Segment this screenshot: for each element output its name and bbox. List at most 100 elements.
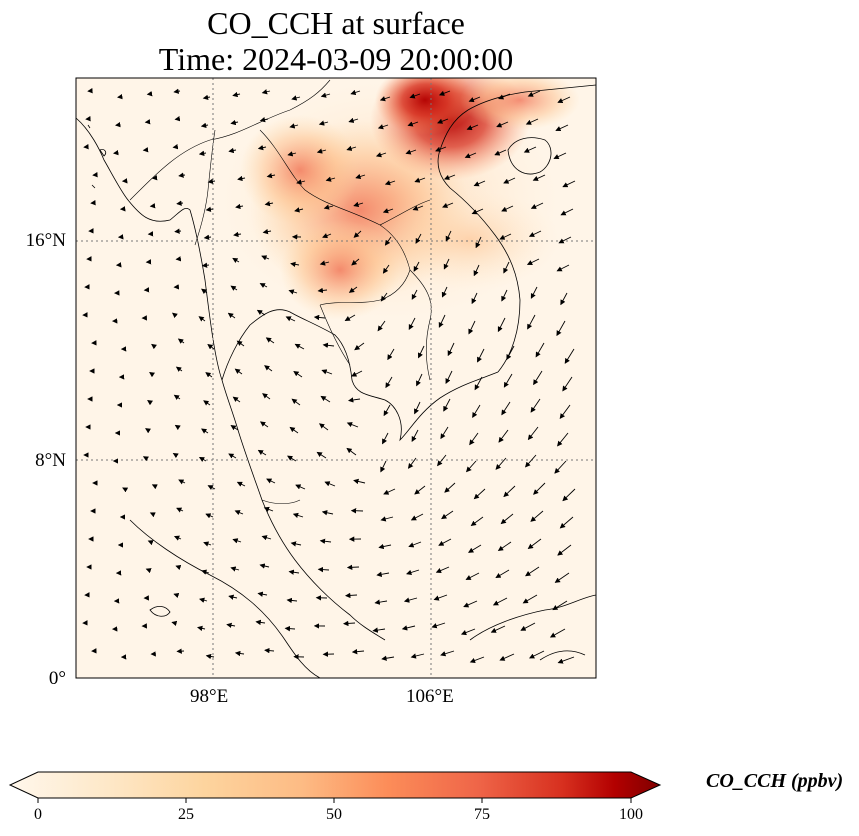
wind-arrow (440, 650, 455, 657)
wind-arrow (444, 482, 456, 493)
wind-arrow (324, 481, 336, 487)
wind-arrow (147, 399, 154, 406)
wind-arrow (417, 345, 425, 359)
wind-arrow (557, 432, 569, 447)
wind-arrow (470, 516, 484, 527)
wind-arrow (200, 122, 209, 129)
wind-arrow (259, 421, 269, 428)
wind-arrow (431, 622, 446, 629)
wind-arrow (263, 506, 274, 512)
wind-arrow (495, 569, 510, 579)
wind-arrow (345, 592, 358, 599)
wind-arrow (237, 175, 246, 182)
wind-arrow (474, 376, 483, 391)
wind-arrow (230, 425, 239, 431)
wind-arrow (264, 647, 275, 654)
wind-arrow (376, 571, 390, 577)
wind-arrow (171, 312, 178, 319)
wind-arrow (533, 482, 546, 495)
wind-arrow (499, 233, 512, 240)
wind-arrow (291, 95, 301, 101)
wind-arrow (496, 121, 509, 128)
wind-arrow (530, 286, 538, 299)
wind-arrow (317, 566, 330, 573)
wind-arrow (151, 484, 158, 490)
wind-arrow (520, 622, 536, 631)
wind-arrow (385, 376, 393, 389)
wind-arrow (207, 178, 216, 185)
wind-arrow (535, 342, 545, 358)
wind-arrow (255, 619, 266, 626)
wind-arrow (522, 594, 538, 604)
wind-arrow (528, 650, 545, 659)
wind-arrow (176, 200, 184, 206)
wind-arrow (317, 287, 328, 294)
wind-arrow (201, 428, 209, 434)
wind-arrow (382, 208, 394, 214)
wind-arrow (319, 260, 330, 266)
wind-arrow (440, 426, 449, 440)
wind-arrow (355, 173, 366, 180)
wind-arrow (202, 94, 211, 101)
wind-arrow (197, 625, 206, 632)
wind-arrow (265, 337, 275, 344)
wind-arrow (348, 286, 358, 293)
wind-arrow (555, 124, 569, 132)
wind-arrow (322, 233, 332, 239)
wind-arrow (473, 180, 486, 187)
wind-arrow (384, 236, 392, 246)
wind-arrow (232, 91, 241, 98)
wind-arrow (290, 261, 300, 268)
wind-arrow (380, 292, 388, 302)
wind-arrow (291, 398, 301, 406)
wind-arrow (473, 488, 486, 500)
wind-arrow (203, 541, 212, 547)
wind-arrow (266, 478, 276, 484)
wind-arrow (530, 510, 544, 522)
wind-arrow (318, 120, 329, 126)
wind-arrow (264, 200, 274, 207)
wind-arrow (435, 146, 447, 152)
wind-arrow (527, 538, 542, 550)
wind-arrow (318, 423, 329, 431)
wind-arrow (383, 488, 396, 495)
wind-arrow (562, 180, 576, 188)
wind-arrow (557, 96, 571, 103)
wind-arrow (151, 343, 158, 350)
wind-arrow (203, 400, 211, 406)
wind-arrow (381, 655, 395, 661)
colorbar-tick-50: 50 (326, 806, 342, 823)
wind-arrow (382, 264, 390, 274)
wind-arrow (256, 309, 266, 316)
wind-arrow (257, 144, 267, 151)
wind-arrow (466, 124, 479, 131)
wind-arrow (346, 447, 357, 456)
wind-arrow (287, 151, 297, 157)
wind-arrow (234, 368, 243, 375)
wind-arrow (408, 541, 422, 548)
wind-arrow (313, 314, 326, 321)
wind-arrow (382, 432, 389, 445)
wind-arrow (233, 231, 242, 238)
wind-arrow (549, 628, 566, 638)
colorbar-tick-100: 100 (619, 806, 643, 823)
wind-arrow (320, 92, 331, 98)
wind-arrow (266, 173, 276, 179)
wind-arrow (494, 149, 507, 156)
wind-arrow (236, 340, 245, 347)
map-title: CO_CCH at surface (207, 5, 465, 41)
wind-arrow (288, 569, 300, 575)
wind-arrow (530, 398, 541, 413)
wind-arrow (353, 478, 366, 485)
wind-arrow (473, 264, 480, 277)
wind-arrow (414, 401, 421, 415)
wind-arrow (527, 90, 541, 97)
wind-arrow (316, 148, 327, 154)
wind-arrow (201, 288, 208, 295)
wind-arrow (471, 208, 484, 215)
wind-arrow (173, 88, 181, 94)
wind-arrow (176, 507, 184, 513)
wind-arrow (445, 370, 453, 385)
wind-arrow (294, 343, 305, 350)
wind-arrow (443, 398, 451, 412)
